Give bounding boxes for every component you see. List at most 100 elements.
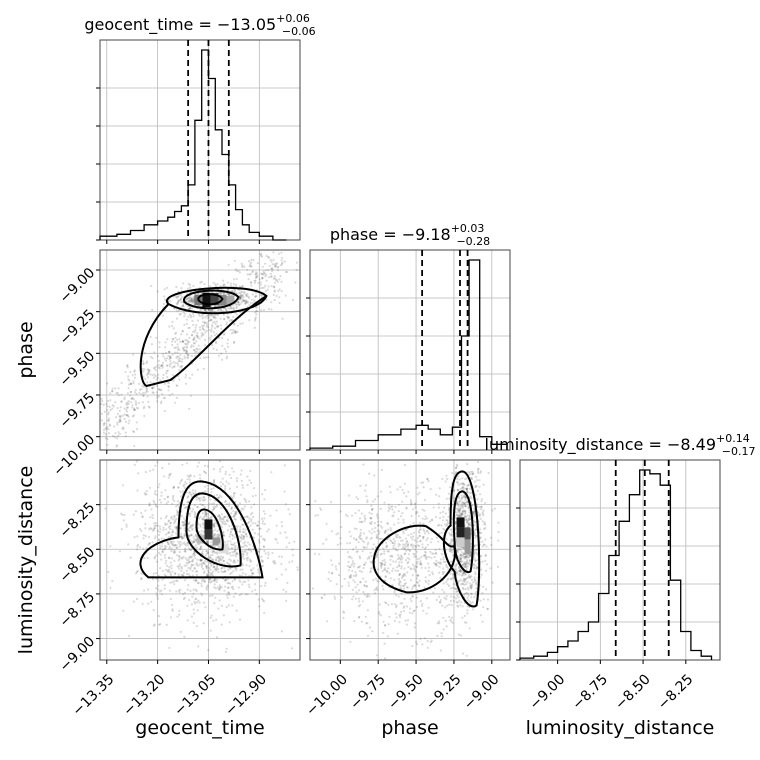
sample-point (223, 523, 226, 526)
sample-point (198, 326, 202, 329)
sample-point (105, 428, 108, 431)
sample-point (173, 551, 176, 555)
sample-point (464, 505, 467, 508)
sample-point (198, 517, 201, 520)
sample-point (214, 569, 217, 572)
sample-point (280, 290, 283, 293)
sample-point (165, 357, 169, 360)
sample-point (403, 544, 406, 547)
sample-point (169, 561, 172, 564)
density-cell (226, 296, 235, 304)
sample-point (445, 519, 448, 522)
sample-point (188, 476, 191, 479)
sample-point (443, 506, 446, 509)
sample-point (261, 265, 264, 268)
sample-point (204, 316, 207, 319)
sample-point (362, 566, 365, 570)
sample-point (233, 323, 236, 326)
sample-point (186, 474, 189, 477)
sample-point (188, 598, 191, 602)
sample-point (224, 470, 227, 473)
sample-point (118, 418, 121, 421)
sample-point (206, 488, 210, 491)
sample-point (228, 563, 232, 566)
sample-point (241, 484, 244, 487)
sample-point (164, 309, 167, 312)
sample-point (413, 626, 416, 629)
sample-point (423, 554, 426, 557)
sample-point (162, 528, 165, 532)
sample-point (217, 354, 221, 357)
sample-point (231, 467, 234, 470)
sample-point (480, 573, 483, 576)
sample-point (127, 387, 130, 390)
sample-point (376, 513, 379, 516)
sample-point (452, 576, 455, 579)
sample-point (141, 384, 144, 388)
sample-point (396, 488, 399, 491)
sample-point (192, 588, 195, 591)
sample-point (257, 550, 261, 553)
sample-point (179, 312, 182, 316)
sample-point (168, 556, 171, 560)
sample-point (118, 415, 121, 418)
sample-point (464, 578, 467, 581)
sample-point (203, 464, 206, 467)
sample-point (270, 267, 273, 271)
sample-point (177, 301, 180, 304)
sample-point (277, 265, 280, 268)
sample-point (230, 527, 233, 531)
sample-point (246, 551, 249, 555)
sample-point (195, 334, 198, 337)
sample-point (201, 522, 205, 525)
sample-point (217, 556, 220, 559)
sample-point (181, 536, 184, 539)
sample-point (367, 541, 370, 544)
x-tick-label-luminosity-distance: −8.25 (655, 671, 697, 713)
sample-point (175, 285, 178, 289)
sample-point (215, 503, 219, 506)
sample-point (183, 534, 186, 537)
sample-point (335, 583, 338, 586)
sample-point (232, 306, 235, 309)
sample-point (233, 546, 236, 549)
sample-point (446, 523, 449, 526)
sample-point (136, 548, 139, 551)
sample-point (189, 514, 192, 517)
sample-point (419, 528, 422, 531)
sample-point (153, 537, 156, 540)
sample-point (205, 550, 208, 553)
sample-point (210, 334, 213, 338)
sample-point (188, 529, 191, 533)
sample-point (206, 541, 210, 545)
sample-point (247, 278, 250, 281)
sample-point (459, 634, 463, 637)
sample-point (397, 595, 400, 598)
sample-point (112, 405, 115, 408)
density-cell (464, 539, 471, 554)
sample-point (460, 601, 463, 604)
sample-point (192, 284, 195, 287)
sample-point (479, 528, 482, 531)
sample-point (204, 472, 208, 475)
sample-point (158, 388, 161, 391)
sample-point (106, 399, 110, 403)
sample-point (234, 544, 237, 548)
sample-point (251, 271, 254, 274)
sample-point (448, 584, 451, 588)
sample-point (192, 608, 195, 611)
sample-point (205, 515, 209, 518)
sample-point (405, 507, 408, 510)
sample-point (235, 303, 238, 306)
sample-point (182, 503, 186, 506)
sample-point (426, 478, 429, 481)
sample-point (215, 332, 218, 335)
sample-point (210, 563, 213, 566)
sample-point (421, 543, 424, 546)
sample-point (320, 596, 323, 599)
sample-point (178, 313, 181, 316)
sample-point (250, 258, 253, 261)
sample-point (212, 331, 216, 334)
sample-point (228, 308, 231, 311)
sample-point (199, 523, 202, 526)
